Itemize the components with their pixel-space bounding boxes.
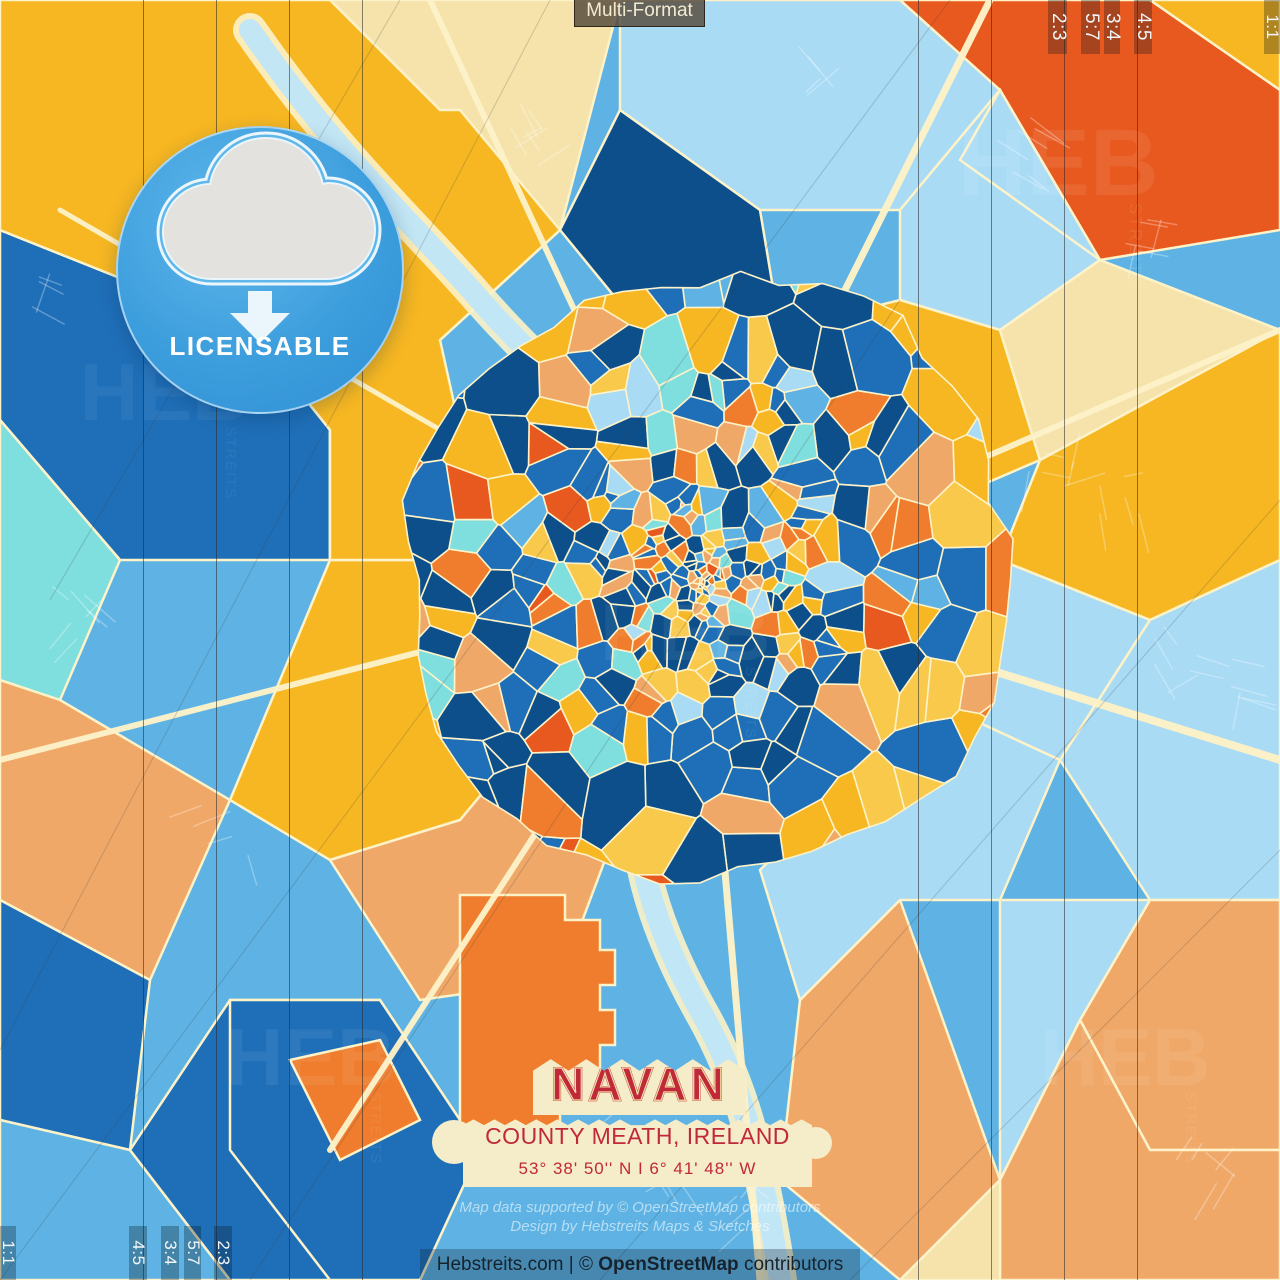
svg-text:HEB: HEB [225, 1013, 396, 1103]
svg-text:STREITS: STREITS [1126, 203, 1145, 289]
svg-text:HEB: HEB [600, 588, 771, 678]
svg-text:STREITS: STREITS [367, 1092, 383, 1165]
svg-text:HEB: HEB [1040, 1013, 1211, 1103]
svg-text:STREITS: STREITS [222, 427, 238, 500]
svg-text:HEB: HEB [958, 110, 1159, 216]
svg-text:STREITS: STREITS [1182, 1092, 1198, 1165]
svg-text:STREITS: STREITS [742, 667, 758, 740]
